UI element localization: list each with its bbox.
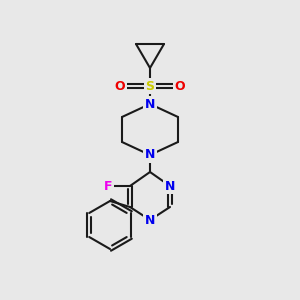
Text: N: N xyxy=(145,148,155,161)
Text: N: N xyxy=(145,98,155,110)
Text: O: O xyxy=(175,80,185,92)
Text: S: S xyxy=(146,80,154,92)
Text: N: N xyxy=(165,179,175,193)
Text: N: N xyxy=(145,214,155,226)
Text: O: O xyxy=(115,80,125,92)
Text: F: F xyxy=(104,179,112,193)
